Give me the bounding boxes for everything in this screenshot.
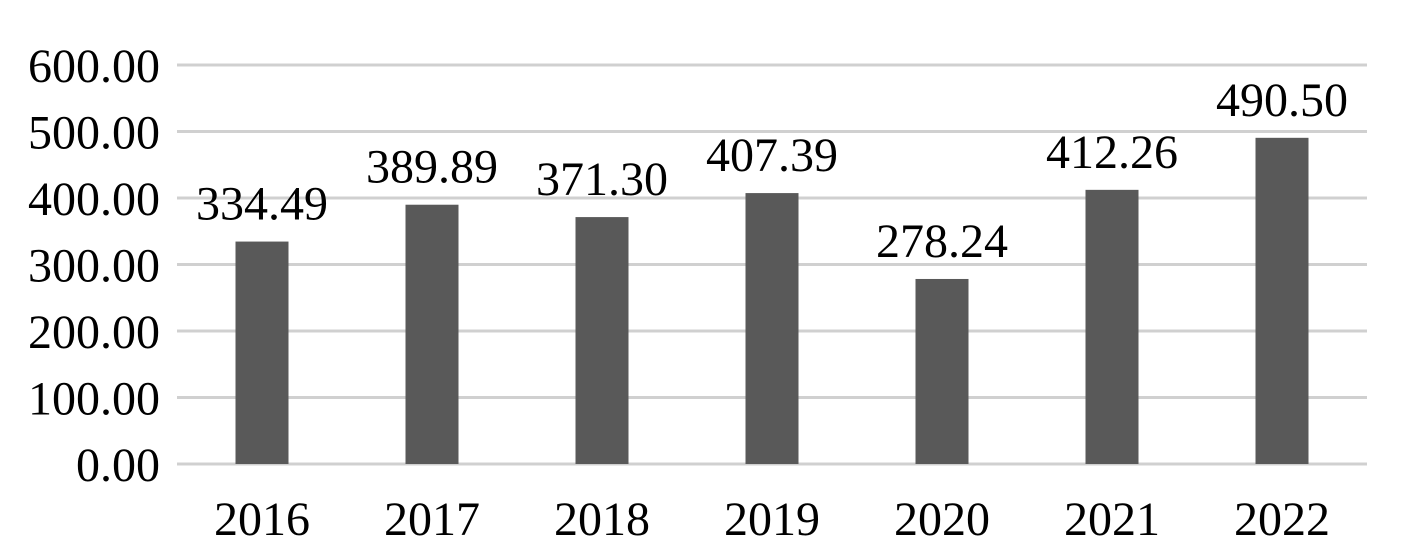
bar-2022 — [1255, 137, 1309, 464]
x-axis-tick-labels: 2016 2017 2018 2019 2020 2021 2022 — [214, 493, 1330, 546]
x-tick-label-2017: 2017 — [384, 493, 480, 546]
data-label-2019: 407.39 — [706, 129, 838, 182]
x-tick-label-2020: 2020 — [894, 493, 990, 546]
data-label-2018: 371.30 — [536, 153, 668, 206]
y-tick-label: 400.00 — [28, 173, 160, 226]
data-label-2017: 389.89 — [366, 141, 498, 194]
y-tick-label: 0.00 — [76, 439, 160, 492]
y-tick-label: 500.00 — [28, 107, 160, 160]
bars — [235, 137, 1309, 465]
bar-2021 — [1085, 189, 1139, 464]
y-tick-label: 600.00 — [28, 40, 160, 93]
bar-2017 — [405, 204, 459, 464]
x-tick-label-2021: 2021 — [1064, 493, 1160, 546]
data-label-2021: 412.26 — [1046, 126, 1178, 179]
data-label-2022: 490.50 — [1216, 74, 1348, 127]
x-tick-label-2019: 2019 — [724, 493, 820, 546]
bar-2018 — [575, 217, 629, 464]
x-tick-label-2022: 2022 — [1234, 493, 1330, 546]
x-tick-label-2016: 2016 — [214, 493, 310, 546]
data-label-2020: 278.24 — [876, 215, 1008, 268]
y-tick-label: 100.00 — [28, 373, 160, 426]
y-axis-tick-labels: 0.00 100.00 200.00 300.00 400.00 500.00 600.00 — [28, 40, 160, 492]
y-tick-label: 200.00 — [28, 306, 160, 359]
data-label-2016: 334.49 — [196, 178, 328, 231]
data-labels: 334.49 389.89 371.30 407.39 278.24 412.26 490.… — [196, 74, 1348, 268]
bar-2016 — [235, 241, 289, 464]
x-tick-label-2018: 2018 — [554, 493, 650, 546]
bar-2019 — [745, 193, 799, 465]
y-tick-label: 300.00 — [28, 240, 160, 293]
bar-2020 — [915, 278, 969, 464]
